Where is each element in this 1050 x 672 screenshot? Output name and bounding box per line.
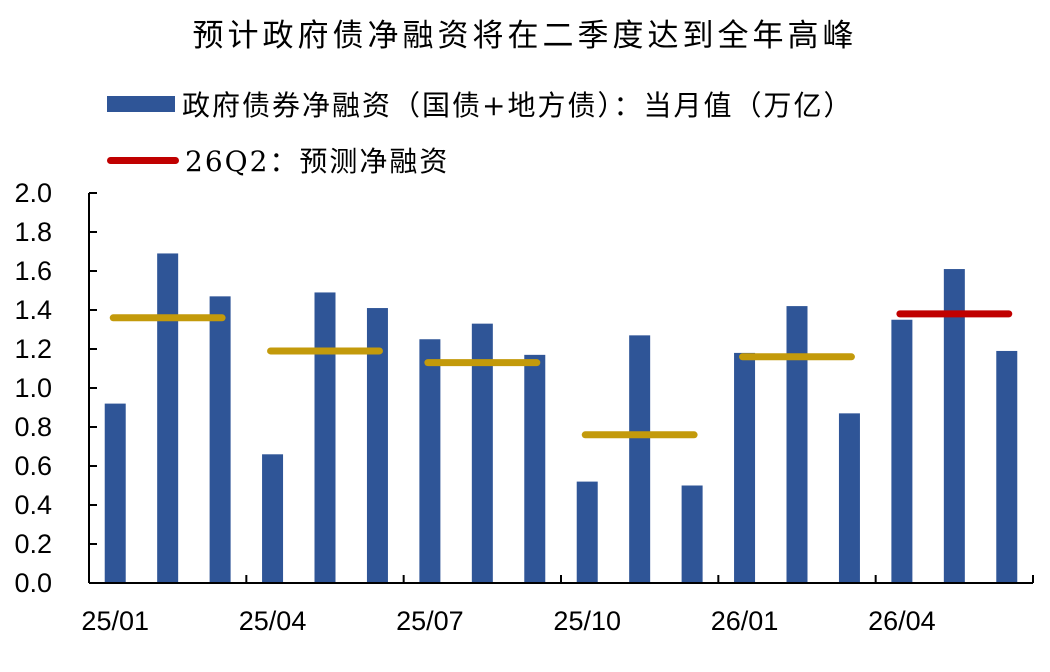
y-tick-label: 1.6 (14, 256, 52, 286)
bar-26-06 (996, 350, 1018, 583)
bar-26-05 (943, 269, 965, 583)
bar-26-04 (891, 319, 913, 583)
bar-26-01 (734, 352, 756, 583)
x-tick-label: 25/04 (239, 606, 307, 636)
bar-25-04 (262, 454, 284, 583)
x-tick-label: 25/10 (553, 606, 621, 636)
bar-25-08 (471, 323, 493, 583)
y-tick-label: 0.4 (14, 490, 52, 520)
bar-25-10 (576, 481, 598, 583)
y-tick-label: 1.8 (14, 217, 52, 247)
x-tick-label: 26/01 (711, 606, 779, 636)
legend-line-label: 26Q2：预测净融资 (185, 145, 450, 178)
legend-bar-label: 政府债券净融资（国债+地方债）：当月值（万亿） (182, 89, 854, 122)
y-tick-label: 0.2 (14, 529, 52, 559)
bar-25-02 (157, 253, 179, 583)
y-tick-label: 1.4 (14, 295, 52, 325)
legend-bar-swatch (107, 96, 175, 112)
bar-25-06 (366, 308, 388, 583)
x-tick-label: 25/01 (81, 606, 149, 636)
legend-line-swatch (107, 156, 179, 164)
legend-item-forecast: 26Q2：预测净融资 (107, 140, 449, 180)
y-tick-label: 1.2 (14, 334, 52, 364)
bar-25-01 (104, 403, 126, 583)
bar-25-05 (314, 292, 336, 583)
bar-25-07 (419, 339, 441, 583)
bar-25-12 (681, 485, 703, 583)
y-tick-label: 2.0 (14, 178, 52, 208)
y-tick-label: 0.0 (14, 568, 52, 598)
y-tick-label: 0.8 (14, 412, 52, 442)
bar-25-09 (524, 354, 546, 583)
x-tick-label: 25/07 (396, 606, 464, 636)
bar-26-02 (786, 306, 808, 583)
bar-26-03 (838, 413, 860, 583)
bar-25-11 (629, 335, 651, 583)
y-tick-label: 1.0 (14, 373, 52, 403)
legend-item-bars: 政府债券净融资（国债+地方债）：当月值（万亿） (107, 84, 853, 124)
x-tick-label: 26/04 (868, 606, 936, 636)
chart-title: 预计政府债净融资将在二季度达到全年高峰 (192, 18, 858, 54)
y-tick-label: 0.6 (14, 451, 52, 481)
bar-25-03 (209, 296, 231, 583)
